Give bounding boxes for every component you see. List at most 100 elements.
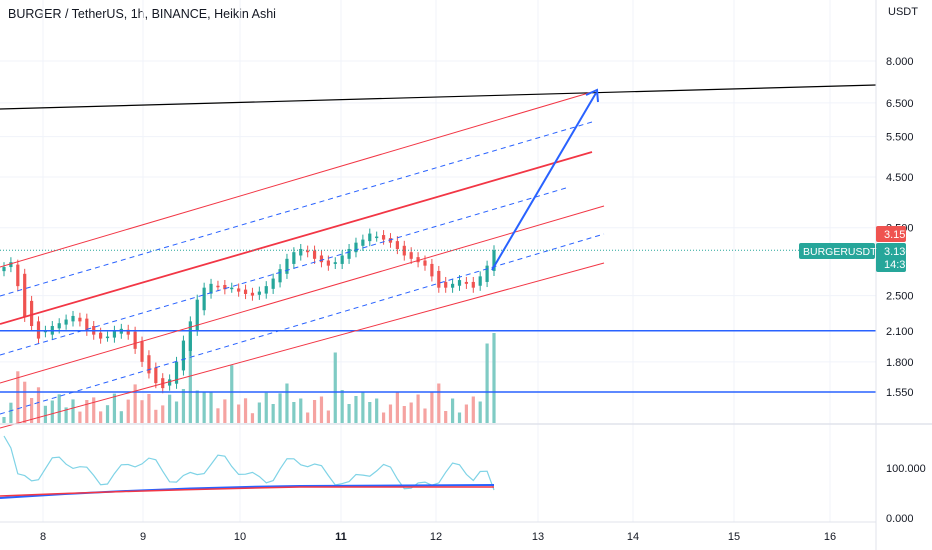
candle-body (147, 355, 151, 374)
volume-bar (112, 393, 117, 423)
channel-line (0, 262, 605, 429)
time-tick-label: 15 (728, 531, 740, 543)
volume-bar (450, 398, 455, 423)
volume-bar (340, 390, 344, 423)
volume-bar (119, 411, 123, 423)
time-tick-label: 11 (335, 531, 347, 543)
volume-bar (195, 390, 199, 423)
rsi-line (3, 435, 495, 491)
price-axis-unit: USDT (888, 6, 918, 18)
candle-body (333, 262, 337, 264)
volume-bar (478, 401, 482, 423)
volume-bar (416, 394, 420, 423)
arrow-head (585, 88, 599, 103)
volume-bar (375, 398, 379, 423)
volume-bars (2, 333, 496, 423)
candle-countdown: 14:37 (884, 259, 912, 271)
price-tick-label: 2.500 (886, 291, 914, 303)
volume-bar (278, 393, 282, 423)
volume-bar (181, 389, 186, 423)
candle-body (57, 323, 61, 329)
volume-bar (319, 396, 324, 423)
time-tick-label: 10 (234, 531, 246, 543)
price-tick-label: 1.800 (886, 357, 914, 369)
last-price-tag (876, 226, 906, 242)
volume-bar (43, 405, 48, 423)
candle-body (216, 285, 220, 288)
candle-body (485, 265, 489, 282)
volume-bar (2, 417, 6, 423)
candle-body (368, 233, 372, 242)
candle-body (174, 361, 179, 384)
candle-series (2, 228, 496, 394)
candle-body (457, 280, 462, 286)
volume-bar (78, 411, 82, 423)
volume-bar (243, 398, 248, 423)
volume-bar (23, 381, 27, 423)
channel-dashed-line (0, 187, 567, 356)
last-price-label: 3.151 (884, 229, 912, 241)
candle-body (140, 341, 144, 362)
volume-bar (105, 405, 110, 423)
current-price-tag (876, 243, 906, 272)
volume-bar (457, 412, 462, 423)
volume-bar (257, 402, 261, 423)
candle-body (23, 273, 27, 317)
volume-bar (36, 387, 41, 423)
candle-body (243, 289, 248, 294)
candle-body (188, 321, 192, 351)
candle-body (354, 242, 358, 253)
candle-body (105, 336, 110, 339)
candle-body (30, 300, 34, 327)
candle-body (285, 258, 289, 274)
channel-line (0, 151, 593, 325)
candle-body (271, 278, 275, 289)
volume-bar (140, 400, 144, 423)
volume-bar (437, 383, 441, 423)
candle-body (223, 284, 227, 290)
volume-bar (402, 406, 406, 423)
candle-body (402, 245, 406, 256)
volume-bar (264, 392, 268, 423)
volume-bar (92, 397, 96, 423)
candle-body (250, 292, 255, 296)
volume-bar (71, 399, 75, 423)
volume-bar (154, 409, 158, 423)
volume-bar (57, 394, 61, 423)
candle-body (423, 260, 427, 266)
volume-bar (50, 400, 54, 423)
price-tick-label: 8.000 (886, 56, 914, 68)
volume-bar (285, 383, 289, 423)
candle-body (381, 235, 386, 240)
drawings-layer (0, 84, 877, 429)
chart-title: BURGER / TetherUS, 1h, BINANCE, Heikin A… (8, 7, 276, 21)
candle-body (375, 236, 379, 239)
volume-bar (306, 412, 310, 423)
candle-body (154, 367, 158, 384)
chart-grid (0, 0, 876, 522)
indicator-tick-label: 0.000 (886, 513, 914, 525)
volume-bar (30, 398, 34, 423)
candle-body (168, 379, 172, 386)
candle-body (347, 248, 351, 259)
volume-bar (395, 392, 399, 423)
volume-bar (444, 411, 448, 423)
projection-arrow (491, 92, 597, 271)
candle-body (478, 276, 482, 286)
volume-bar (326, 410, 330, 423)
candle-body (278, 269, 282, 283)
volume-bar (9, 402, 13, 423)
candle-body (71, 315, 75, 322)
volume-bar (250, 413, 255, 423)
time-tick-label: 13 (532, 531, 544, 543)
candle-body (409, 252, 413, 259)
volume-bar (237, 404, 241, 423)
volume-bar (423, 408, 427, 423)
ma-red-line (0, 486, 494, 497)
candle-body (492, 250, 496, 271)
channel-dashed-line (0, 121, 593, 297)
candle-body (437, 270, 441, 288)
candle-body (450, 283, 455, 288)
